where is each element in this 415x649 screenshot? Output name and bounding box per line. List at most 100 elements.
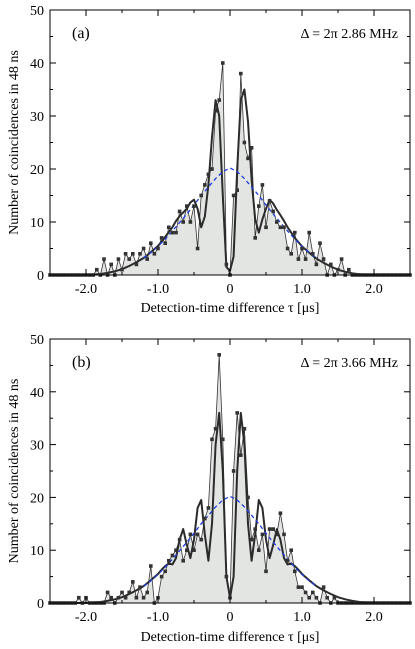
- data-point: [217, 98, 221, 102]
- fit-curve: [50, 411, 410, 604]
- data-fill-area: [50, 63, 410, 275]
- data-point: [199, 537, 203, 542]
- data-point: [339, 257, 344, 261]
- data-point: [303, 257, 308, 261]
- data-point: [77, 595, 81, 600]
- x-tick-label: 0: [227, 282, 234, 297]
- data-point: [260, 183, 265, 187]
- data-point: [293, 569, 297, 574]
- data-point: [289, 548, 293, 552]
- x-tick-label: 0: [227, 610, 234, 625]
- data-point: [199, 193, 203, 198]
- data-point: [195, 246, 200, 251]
- data-point: [217, 353, 221, 357]
- data-series-line: [50, 354, 410, 605]
- fit-curve: [50, 88, 410, 276]
- data-point: [271, 527, 275, 531]
- data-point: [174, 230, 178, 235]
- detuning-annotation: Δ = 2π 3.66 MHz: [301, 356, 398, 371]
- data-point: [300, 246, 304, 251]
- data-point: [177, 537, 182, 542]
- data-point: [210, 437, 214, 442]
- y-tick-label: 20: [30, 163, 44, 178]
- y-tick-label: 30: [30, 110, 44, 125]
- data-point: [347, 267, 351, 272]
- data-point: [282, 532, 286, 537]
- x-tick-label: 1.0: [293, 282, 311, 297]
- data-point: [224, 574, 229, 579]
- envelope-curve: [143, 167, 317, 259]
- data-series-line: [50, 62, 410, 277]
- data-point: [278, 511, 283, 516]
- y-tick-label: 40: [30, 386, 44, 401]
- data-point: [145, 257, 149, 261]
- data-point: [192, 204, 196, 208]
- data-point: [264, 225, 268, 230]
- data-point: [213, 108, 218, 113]
- data-point: [314, 262, 319, 267]
- data-point: [181, 220, 185, 224]
- data-point: [289, 252, 293, 256]
- data-point: [116, 595, 121, 600]
- y-tick-label: 0: [37, 597, 44, 612]
- data-point: [192, 548, 196, 552]
- data-point: [159, 574, 164, 579]
- data-point: [206, 172, 211, 177]
- data-point: [293, 230, 297, 235]
- plot-frame: [49, 9, 411, 276]
- data-point: [336, 267, 340, 272]
- data-point: [131, 252, 135, 256]
- data-point: [311, 590, 315, 595]
- data-point: [116, 257, 121, 261]
- y-tick-label: 50: [30, 4, 44, 19]
- y-tick-label: 30: [30, 439, 44, 454]
- data-point: [257, 548, 261, 552]
- data-point: [206, 506, 211, 510]
- data-point: [231, 193, 236, 198]
- data-point: [210, 167, 214, 171]
- data-point: [257, 204, 261, 208]
- data-point: [239, 71, 243, 76]
- data-point: [318, 241, 322, 245]
- data-point: [278, 225, 283, 230]
- data-point: [188, 532, 193, 537]
- data-point: [325, 595, 329, 600]
- data-point: [242, 140, 247, 145]
- data-point: [296, 585, 301, 589]
- data-point: [267, 199, 272, 203]
- data-point: [120, 590, 124, 595]
- data-point: [127, 257, 131, 261]
- data-point: [170, 553, 175, 558]
- panel-label: (b): [72, 354, 91, 371]
- data-point: [271, 209, 275, 214]
- data-point: [163, 569, 167, 574]
- y-tick-label: 50: [30, 333, 44, 348]
- data-point: [321, 585, 326, 589]
- panel-label: (a): [72, 25, 90, 42]
- data-point: [141, 595, 146, 600]
- x-tick-label: 2.0: [365, 610, 383, 625]
- data-point: [174, 548, 178, 552]
- data-point: [109, 262, 113, 267]
- x-tick-label: -2.0: [75, 282, 97, 297]
- data-point: [123, 595, 128, 600]
- data-point: [213, 426, 218, 431]
- data-point: [242, 426, 247, 431]
- data-point: [321, 257, 326, 261]
- data-point: [253, 527, 257, 531]
- data-point: [167, 225, 171, 230]
- data-point: [246, 156, 250, 161]
- data-point: [167, 558, 171, 563]
- data-point: [95, 267, 99, 272]
- plot-frame: [49, 338, 411, 604]
- data-point: [246, 495, 250, 500]
- data-point: [303, 590, 308, 595]
- data-fill-area: [50, 354, 410, 603]
- data-point: [123, 252, 128, 256]
- data-point: [120, 267, 124, 272]
- data-point: [149, 241, 153, 245]
- data-point: [145, 590, 149, 595]
- x-tick-label: -1.0: [147, 282, 169, 297]
- data-point: [264, 569, 268, 574]
